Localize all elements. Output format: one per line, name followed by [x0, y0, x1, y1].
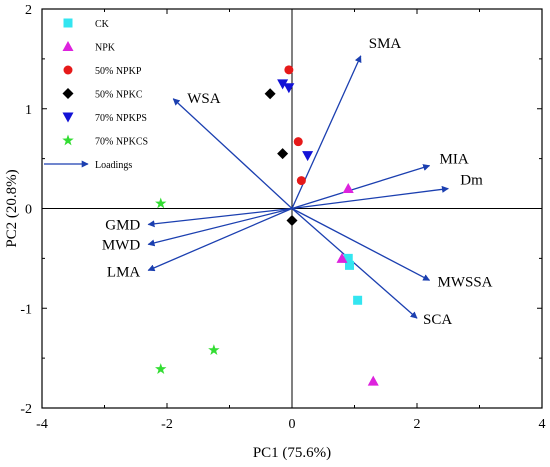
- y-tick-label: -1: [20, 302, 32, 317]
- legend-label-loadings: Loadings: [95, 160, 132, 171]
- loading-label-wsa: WSA: [187, 91, 221, 107]
- legend-label-70pct-npkps: 70% NPKPS: [95, 113, 147, 124]
- legend-marker-npk: [62, 41, 74, 51]
- loading-arrow-mwd: [147, 207, 293, 247]
- point-50pct-npkc: [277, 148, 289, 160]
- loading-label-gmd: GMD: [105, 217, 140, 233]
- legend-label-50pct-npkp: 50% NPKP: [95, 66, 142, 77]
- score-points: [155, 65, 379, 386]
- y-tick-label: 0: [25, 203, 32, 218]
- x-tick-label: 2: [414, 417, 421, 432]
- point-ck: [343, 253, 353, 263]
- x-tick-label: -4: [36, 417, 48, 432]
- point-50pct-npkc: [264, 88, 276, 100]
- legend: CK NPK 50% NPKP 50% NPKC 70% NPKPS 70% NPKCS L…: [44, 18, 148, 171]
- point-50pct-npkp: [293, 137, 303, 147]
- point-50pct-npkp: [296, 176, 306, 186]
- loading-vectors: SMA WSA MIA Dm GMD MWD LMA MWSSA SCA: [102, 36, 493, 328]
- point-npk: [367, 375, 379, 386]
- legend-label-70pct-npkcs: 70% NPKCS: [95, 137, 148, 148]
- loading-arrow-sca: [291, 208, 418, 319]
- point-70pct-npkps: [302, 151, 314, 162]
- point-ck: [345, 260, 354, 270]
- x-tick-label: -2: [161, 417, 173, 432]
- point-70pct-npkcs: [155, 363, 167, 374]
- axis-ticks: -4 -2 0 2 4 -2 -1 0 1 2: [20, 3, 545, 432]
- y-tick-label: -2: [20, 402, 32, 417]
- loading-label-dm: Dm: [460, 173, 483, 189]
- point-npk: [342, 183, 354, 194]
- point-50pct-npkc: [286, 214, 298, 226]
- loading-arrow-mwssa: [291, 207, 431, 281]
- x-tick-label: 4: [539, 417, 546, 432]
- point-npk: [336, 252, 348, 263]
- x-axis-title: PC1 (75.6%): [253, 445, 331, 461]
- loading-label-mia: MIA: [440, 152, 469, 168]
- legend-marker-50pct-npkc: [62, 88, 74, 99]
- y-tick-label: 1: [25, 103, 32, 118]
- loading-label-mwssa: MWSSA: [438, 274, 493, 290]
- point-70pct-npkps: [277, 79, 289, 90]
- point-ck: [353, 295, 363, 305]
- legend-marker-70pct-npkps: [62, 112, 74, 123]
- legend-label-npk: NPK: [95, 43, 116, 54]
- loading-arrow-lma: [147, 207, 293, 272]
- y-tick-label: 2: [25, 3, 32, 18]
- legend-label-ck: CK: [95, 19, 110, 30]
- legend-marker-50pct-npkp: [63, 65, 73, 75]
- x-tick-label: 0: [289, 417, 296, 432]
- loading-label-mwd: MWD: [102, 237, 140, 253]
- loading-arrow-dm: [291, 185, 449, 210]
- y-axis-title: PC2 (20.8%): [4, 169, 20, 247]
- loading-label-sma: SMA: [369, 36, 402, 52]
- loading-arrow-gmd: [147, 207, 293, 228]
- point-70pct-npkcs: [155, 197, 167, 209]
- legend-label-50pct-npkc: 50% NPKC: [95, 90, 143, 101]
- loading-label-sca: SCA: [423, 312, 452, 328]
- loading-arrow-mia: [291, 164, 431, 210]
- legend-marker-ck: [63, 18, 73, 28]
- loading-arrow-sma: [291, 55, 362, 209]
- loading-label-lma: LMA: [107, 264, 141, 280]
- point-70pct-npkps: [283, 83, 295, 94]
- point-50pct-npkp: [284, 65, 294, 75]
- point-70pct-npkcs: [208, 344, 220, 355]
- legend-marker-70pct-npkcs: [62, 134, 74, 146]
- loading-arrow-wsa: [172, 98, 293, 209]
